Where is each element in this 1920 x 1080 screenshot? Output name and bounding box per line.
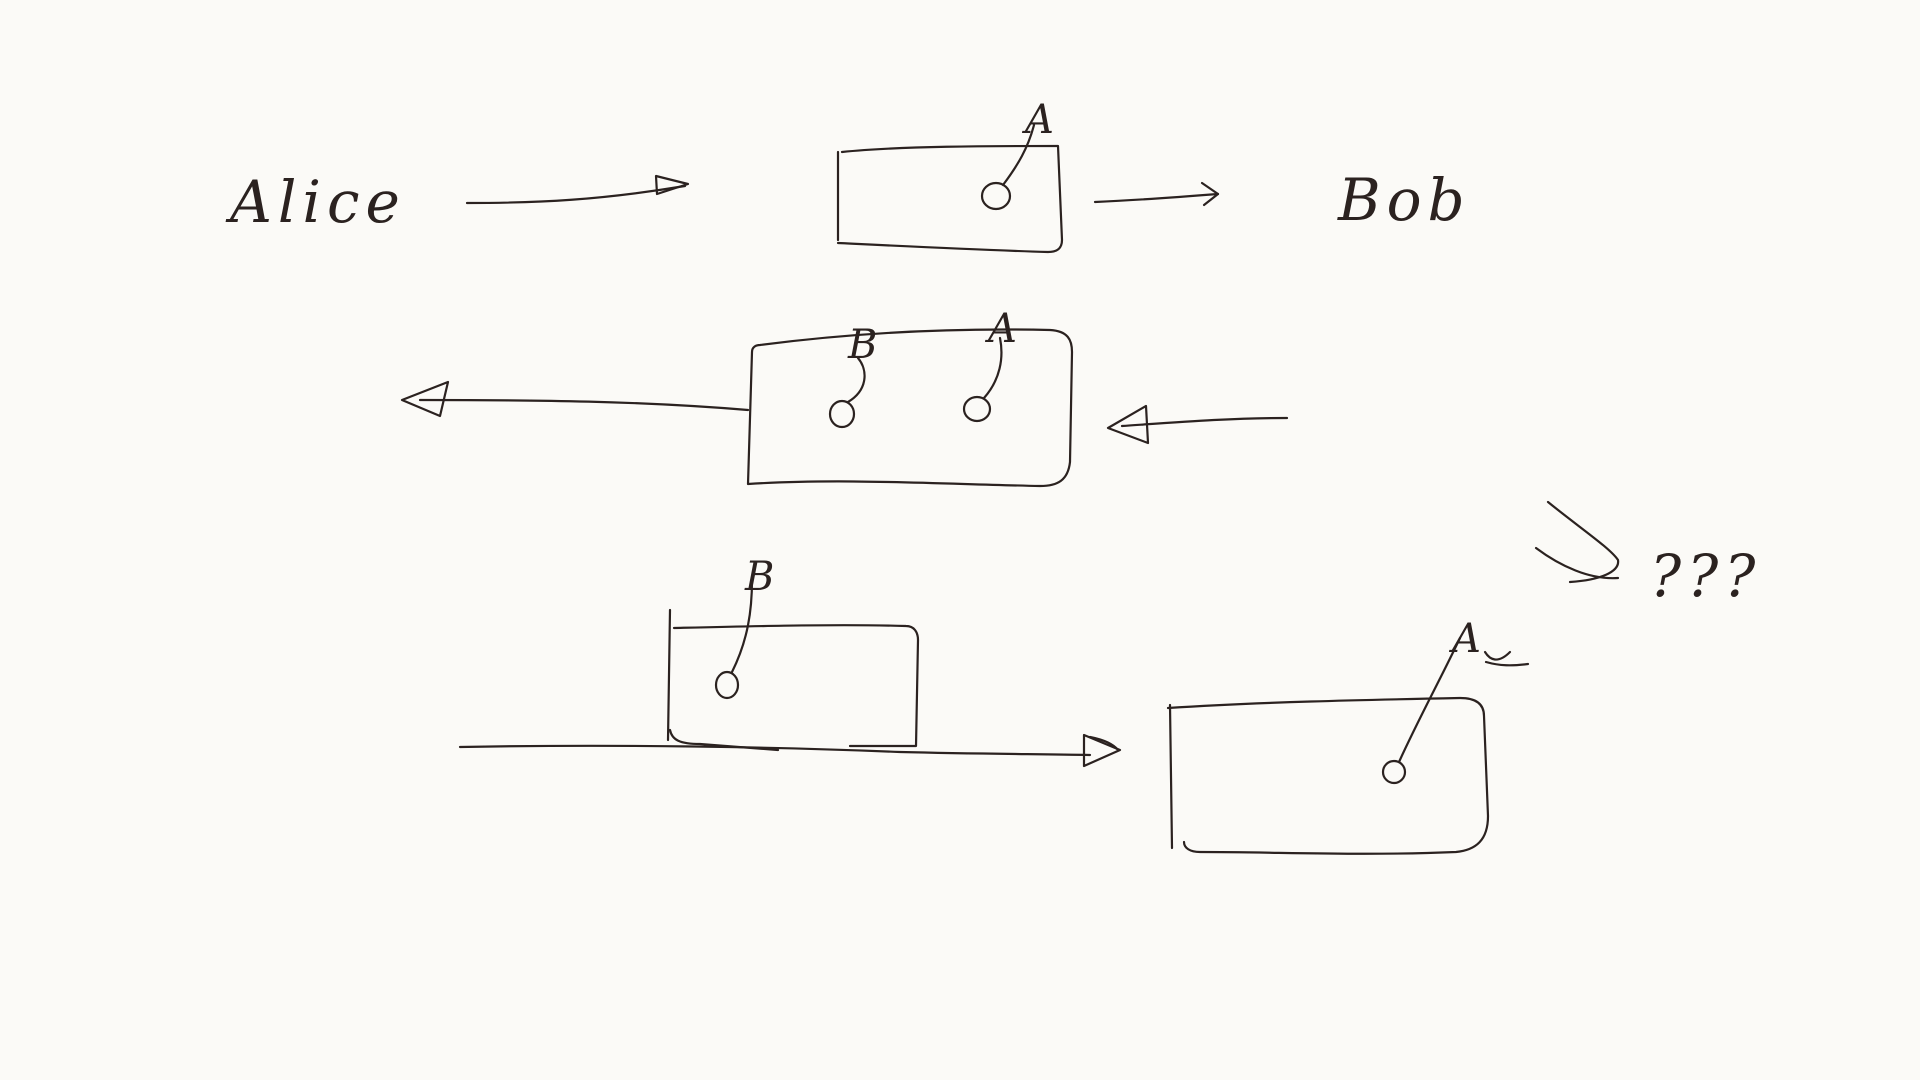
step3-arrow-to-intercept (460, 735, 1120, 766)
question-marks: ??? (1650, 542, 1761, 610)
step2-box (748, 330, 1072, 486)
step2-arrow-box-to-alice (402, 382, 748, 416)
step1-box (838, 146, 1062, 252)
puzzled-annotation: ??? (1536, 502, 1761, 610)
bob-label: Bob (1337, 166, 1471, 234)
step2-lock-b-label: B (847, 322, 877, 368)
alice-label: Alice (225, 168, 406, 236)
step3-box (668, 610, 918, 750)
step1-arrow-alice-to-box (467, 176, 688, 203)
step1-arrow-box-to-bob (1095, 183, 1218, 205)
intercept-box (1168, 698, 1488, 854)
step3-lock-b-label: B (744, 554, 774, 600)
step1-lock-a-label: A (1021, 97, 1054, 143)
step2-arrow-bob-to-box (1108, 406, 1287, 443)
step2-lock-a: A (964, 306, 1017, 421)
intercept-lock-label: A (1448, 616, 1481, 662)
step2-lock-a-label: A (984, 306, 1017, 352)
step1-lock-a: A (982, 97, 1054, 209)
